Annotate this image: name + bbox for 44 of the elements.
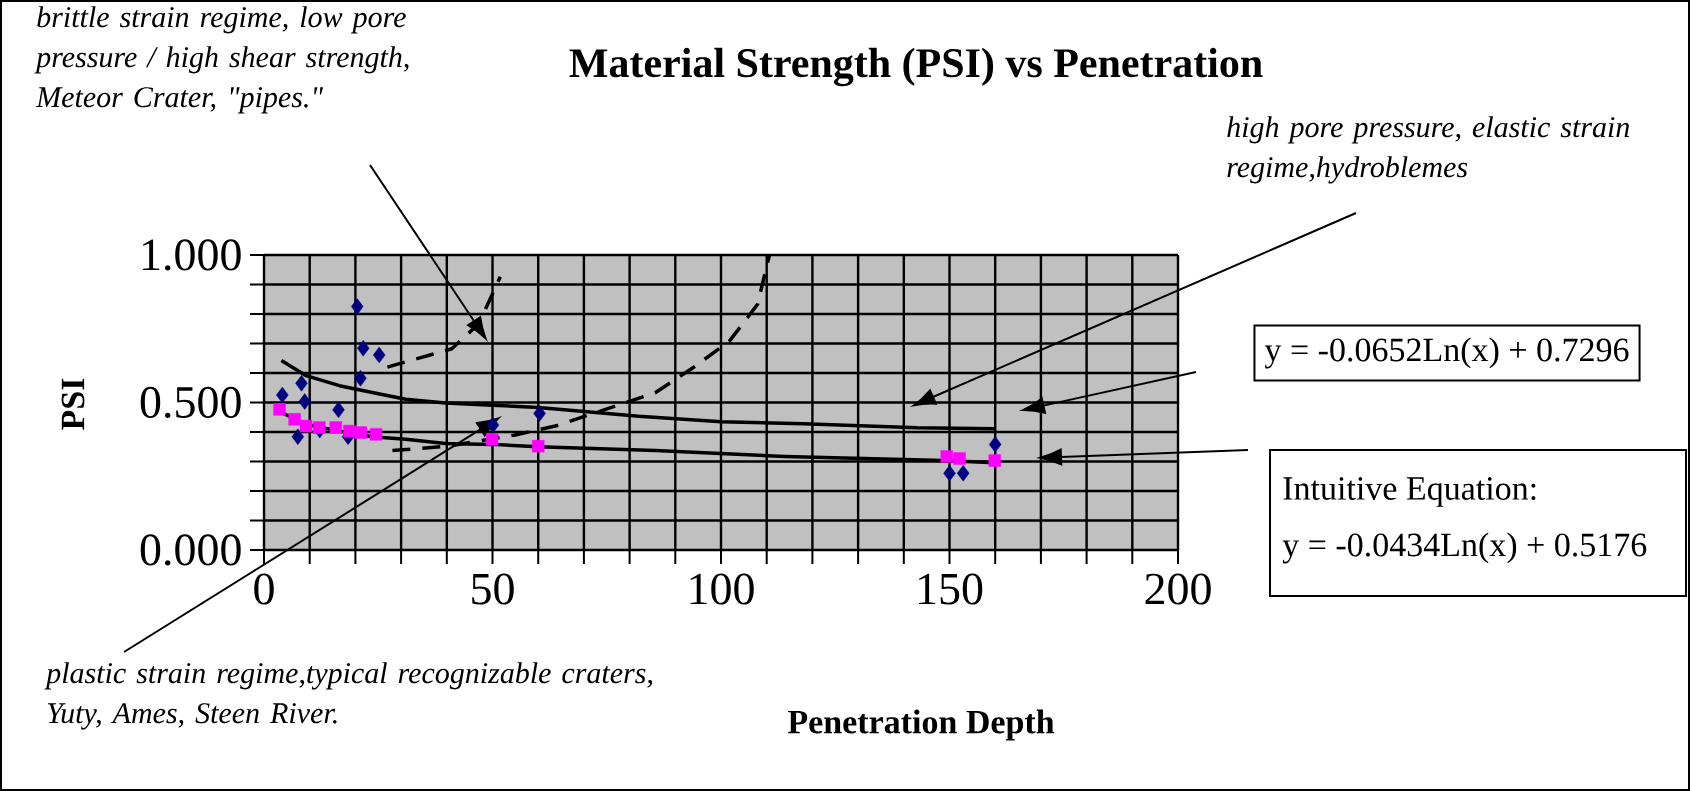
x-tick-label: 50 xyxy=(472,573,514,605)
y-axis-title: PSI xyxy=(61,378,85,430)
point xyxy=(940,450,953,463)
y-tick-label: 0.500 xyxy=(140,386,241,419)
point xyxy=(351,298,364,315)
point xyxy=(354,370,367,387)
point xyxy=(273,403,286,416)
text: brittle strain regime, low pore pressure / high shear strength, Meteor Crater, "pipes." xyxy=(34,6,409,114)
y-tick-label: 1.000 xyxy=(143,239,241,271)
point xyxy=(533,405,546,422)
text: y = -0.0434Ln(x) + 0.5176 xyxy=(1282,532,1647,564)
text: Intuitive Equation: xyxy=(1283,477,1536,507)
point xyxy=(276,386,289,404)
point xyxy=(295,375,308,392)
point xyxy=(957,465,970,482)
x-tick-label: 100 xyxy=(690,573,754,605)
point xyxy=(298,393,311,410)
point xyxy=(943,465,956,482)
text: y = -0.0652Ln(x) + 0.7296 xyxy=(1264,337,1629,369)
line-series xyxy=(385,275,503,369)
x-tick-label: 0 xyxy=(254,573,274,605)
x-tick-label: 200 xyxy=(1145,573,1211,605)
point xyxy=(343,424,356,438)
point xyxy=(332,401,345,419)
point xyxy=(989,436,1002,453)
point xyxy=(291,428,305,445)
point xyxy=(485,433,499,446)
point xyxy=(313,421,326,434)
y-tick-label: 0.000 xyxy=(140,534,241,566)
text: plastic strain regime,typical recognizable craters, Yuty, Ames, Steen River. xyxy=(44,662,653,730)
point xyxy=(532,439,545,453)
point xyxy=(372,346,386,364)
point xyxy=(354,426,368,439)
point xyxy=(953,452,966,465)
point xyxy=(288,413,301,426)
chart-title: Material Strength (PSI) vs Penetration xyxy=(569,47,1263,87)
point xyxy=(356,340,370,357)
x-axis-title: Penetration Depth xyxy=(787,709,1055,741)
text: high pore pressure, elastic strain regime,hydroblemes xyxy=(1227,116,1630,184)
point xyxy=(988,454,1001,467)
x-tick-label: 150 xyxy=(919,573,983,605)
point xyxy=(369,428,383,441)
point xyxy=(329,421,342,434)
point xyxy=(299,419,313,433)
